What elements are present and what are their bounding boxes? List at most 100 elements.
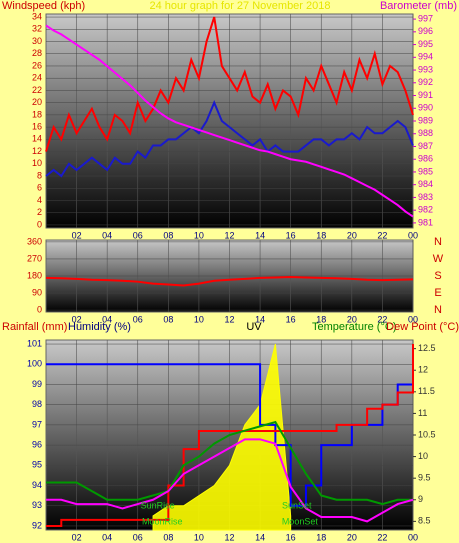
y-tick-label: 6 <box>37 183 42 193</box>
y2-tick-label: 983 <box>418 192 433 202</box>
y-tick-label: 4 <box>37 195 42 205</box>
y2-tick-label: 984 <box>418 179 433 189</box>
y2-tick-label: 11 <box>418 408 427 418</box>
y-tick-label: 93 <box>32 500 42 510</box>
x-tick-label: 14 <box>255 532 265 542</box>
y2-tick-label: 997 <box>418 13 433 23</box>
compass-label: N <box>434 304 442 316</box>
y-tick-label: 8 <box>37 170 42 180</box>
x-tick-label: 14 <box>255 230 265 240</box>
x-tick-label: 18 <box>316 314 326 324</box>
x-tick-label: 10 <box>194 230 204 240</box>
x-tick-label: 18 <box>316 230 326 240</box>
y-tick-label: 270 <box>27 253 42 263</box>
compass-label: W <box>433 253 444 265</box>
x-tick-label: 10 <box>194 314 204 324</box>
y2-tick-label: 11.5 <box>418 386 435 396</box>
series-label: Rainfall (mm) <box>2 321 67 333</box>
y-axis-label: Windspeed (kph) <box>2 0 85 12</box>
x-tick-label: 12 <box>224 314 234 324</box>
x-tick-label: 12 <box>224 532 234 542</box>
y2-tick-label: 8.5 <box>418 516 431 526</box>
y-tick-label: 22 <box>32 85 42 95</box>
y-tick-label: 94 <box>32 480 42 490</box>
compass-label: E <box>434 287 441 299</box>
x-tick-label: 04 <box>102 532 112 542</box>
x-tick-label: 06 <box>133 314 143 324</box>
x-tick-label: 20 <box>347 230 357 240</box>
series-label: Dew Point (°C) <box>386 321 459 333</box>
y-tick-label: 16 <box>32 121 42 131</box>
y2-tick-label: 991 <box>418 90 433 100</box>
y2-tick-label: 12.5 <box>418 343 436 353</box>
y2-tick-label: 12 <box>418 365 428 375</box>
y-tick-label: 14 <box>32 134 42 144</box>
x-tick-label: 20 <box>347 532 357 542</box>
x-tick-label: 22 <box>377 532 387 542</box>
y2-tick-label: 9 <box>418 494 423 504</box>
y-tick-label: 30 <box>32 36 42 46</box>
y-tick-label: 34 <box>32 11 42 21</box>
x-tick-label: 02 <box>72 314 82 324</box>
compass-label: S <box>434 270 441 282</box>
annotation: SunRise <box>141 500 175 510</box>
y-tick-label: 92 <box>32 520 42 530</box>
y-tick-label: 26 <box>32 60 42 70</box>
x-tick-label: 06 <box>133 230 143 240</box>
x-tick-label: 14 <box>255 314 265 324</box>
annotation: MoonRise <box>142 516 183 526</box>
y-tick-label: 2 <box>37 207 42 217</box>
y-tick-label: 24 <box>32 73 42 83</box>
chart-title: 24 hour graph for 27 November 2018 <box>149 0 330 12</box>
y2-tick-label: 981 <box>418 217 433 227</box>
x-tick-label: 22 <box>377 230 387 240</box>
series-line <box>46 344 414 527</box>
x-tick-label: 18 <box>316 532 326 542</box>
series-line <box>46 438 414 523</box>
y2-tick-label: 993 <box>418 64 433 74</box>
y-tick-label: 360 <box>27 236 42 246</box>
x-tick-label: 12 <box>224 230 234 240</box>
x-tick-label: 10 <box>194 532 204 542</box>
series-line <box>45 100 414 178</box>
compass-label: N <box>434 236 442 248</box>
y-tick-label: 0 <box>37 304 42 314</box>
x-tick-label: 00 <box>408 230 418 240</box>
x-tick-label: 08 <box>163 314 173 324</box>
series-line <box>45 24 414 218</box>
y2-tick-label: 990 <box>418 103 433 113</box>
x-tick-label: 08 <box>163 230 173 240</box>
y2-tick-label: 10 <box>418 451 428 461</box>
x-tick-label: 16 <box>286 230 296 240</box>
annotation: MoonSet <box>282 516 319 526</box>
series-line <box>45 16 414 152</box>
y2-tick-label: 982 <box>418 205 433 215</box>
y2-tick-label: 994 <box>418 52 433 62</box>
x-tick-label: 22 <box>377 314 387 324</box>
y-tick-label: 97 <box>32 419 42 429</box>
y-tick-label: 98 <box>32 399 42 409</box>
x-tick-label: 04 <box>102 230 112 240</box>
y-tick-label: 10 <box>32 158 42 168</box>
x-tick-label: 04 <box>102 314 112 324</box>
y2-tick-label: 10.5 <box>418 429 436 439</box>
annotation: SunSet <box>282 500 312 510</box>
y2-tick-label: 985 <box>418 166 433 176</box>
series-label: UV <box>246 321 262 333</box>
y2-tick-label: 987 <box>418 141 433 151</box>
y-tick-label: 20 <box>32 97 42 107</box>
series-line <box>45 275 414 287</box>
series-line <box>46 420 413 506</box>
y-tick-label: 180 <box>27 270 42 280</box>
y-tick-label: 100 <box>27 359 42 369</box>
x-tick-label: 16 <box>286 314 296 324</box>
y2-tick-label: 989 <box>418 115 433 125</box>
x-tick-label: 00 <box>408 314 418 324</box>
y2-tick-label: 995 <box>418 39 433 49</box>
y-tick-label: 95 <box>32 460 42 470</box>
y-tick-label: 12 <box>32 146 42 156</box>
x-tick-label: 20 <box>347 314 357 324</box>
y2-tick-label: 992 <box>418 77 433 87</box>
y2-tick-label: 986 <box>418 154 433 164</box>
